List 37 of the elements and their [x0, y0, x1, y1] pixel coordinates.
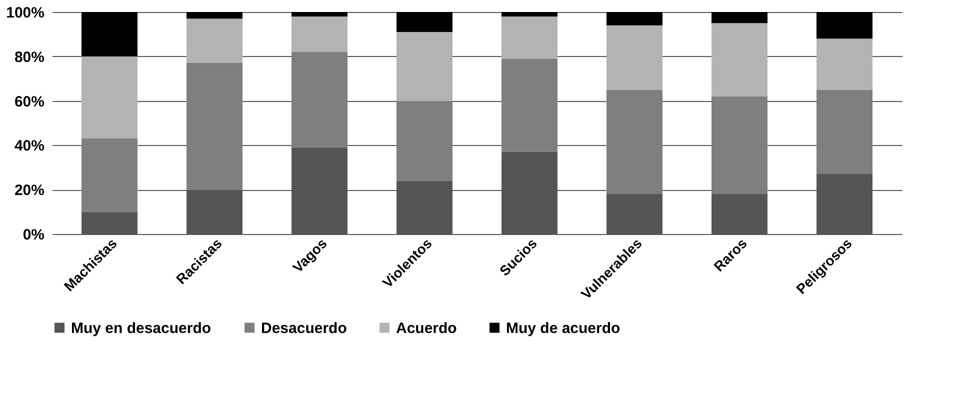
- bar: [712, 12, 768, 24]
- y-tick-label: 60%: [14, 93, 44, 110]
- bar: [292, 16, 348, 52]
- bar: [712, 194, 768, 234]
- bar: [816, 12, 872, 39]
- bar: [606, 90, 662, 194]
- bar: [712, 23, 768, 96]
- bar: [502, 58, 558, 152]
- bar: [502, 12, 558, 16]
- legend-label: Muy de acuerdo: [506, 320, 620, 337]
- bar: [82, 138, 138, 212]
- bar: [186, 63, 242, 190]
- y-tick-label: 20%: [14, 182, 44, 200]
- legend-label: Desacuerdo: [261, 320, 347, 337]
- bar: [82, 12, 138, 56]
- legend-label: Muy en desacuerdo: [71, 320, 212, 337]
- bar: [816, 90, 872, 174]
- bar: [396, 32, 452, 101]
- y-tick-label: 100%: [6, 4, 44, 22]
- bar: [186, 18, 242, 64]
- legend-label: Acuerdo: [396, 320, 457, 337]
- bar: [816, 38, 872, 90]
- y-tick-label: 40%: [14, 138, 44, 155]
- y-tick-label: 80%: [14, 48, 44, 66]
- bar: [396, 12, 452, 32]
- bar: [292, 12, 348, 16]
- bar: [82, 56, 138, 139]
- y-tick-label: 0%: [22, 226, 44, 244]
- bar: [712, 96, 768, 194]
- bar: [606, 12, 662, 26]
- bar: [502, 16, 558, 59]
- bar: [606, 194, 662, 234]
- bar: [396, 100, 452, 181]
- bar: [292, 52, 348, 148]
- bar: [186, 12, 242, 19]
- bar: [606, 25, 662, 90]
- bar: [82, 212, 138, 234]
